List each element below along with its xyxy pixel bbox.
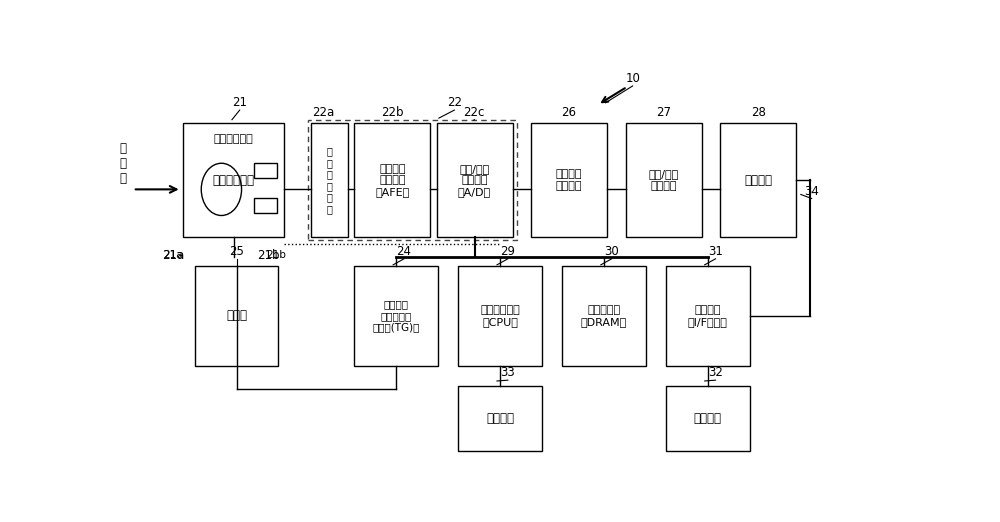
Text: 摄影光学系统: 摄影光学系统 (214, 134, 253, 144)
FancyBboxPatch shape (311, 123, 348, 238)
FancyBboxPatch shape (354, 266, 438, 366)
FancyBboxPatch shape (666, 386, 750, 450)
Text: 数字信号
处理单元: 数字信号 处理单元 (556, 170, 582, 191)
Text: 21b: 21b (266, 250, 286, 260)
Text: 内部存储器
（DRAM）: 内部存储器 （DRAM） (581, 305, 627, 327)
Text: 26: 26 (562, 106, 577, 120)
Text: 21a: 21a (163, 250, 183, 260)
Text: 10: 10 (625, 72, 640, 85)
Text: 显示单元: 显示单元 (744, 174, 772, 187)
FancyBboxPatch shape (458, 386, 542, 450)
Text: 25: 25 (229, 245, 244, 258)
FancyBboxPatch shape (720, 123, 796, 238)
Text: 28: 28 (751, 106, 766, 120)
Text: 记录介质: 记录介质 (694, 412, 722, 425)
Text: 驱动单元
（包括定时
发生器(TG)）: 驱动单元 （包括定时 发生器(TG)） (373, 299, 420, 333)
FancyBboxPatch shape (354, 123, 430, 238)
FancyBboxPatch shape (458, 266, 542, 366)
FancyBboxPatch shape (562, 266, 646, 366)
Text: 入
射
光: 入 射 光 (119, 142, 126, 185)
Text: 压缩/解压
处理单元: 压缩/解压 处理单元 (648, 170, 679, 191)
FancyBboxPatch shape (626, 123, 702, 238)
FancyBboxPatch shape (531, 123, 607, 238)
FancyBboxPatch shape (183, 123, 284, 238)
Text: 29: 29 (500, 245, 515, 258)
Text: 22b: 22b (381, 106, 404, 120)
Text: 介质接口
（I/F）单元: 介质接口 （I/F）单元 (688, 305, 728, 327)
Bar (254, 163, 277, 178)
Text: 闪光灯: 闪光灯 (226, 310, 247, 323)
Text: 摄影光学系统: 摄影光学系统 (212, 174, 254, 187)
Ellipse shape (201, 163, 242, 216)
Text: 30: 30 (604, 245, 619, 258)
Text: 操作单元: 操作单元 (486, 412, 514, 425)
Text: 图
像
捕
获
元
件: 图 像 捕 获 元 件 (327, 146, 333, 214)
Text: 33: 33 (500, 366, 515, 379)
Text: 22a: 22a (312, 106, 335, 120)
Text: 32: 32 (708, 366, 723, 379)
Text: 21a: 21a (162, 249, 184, 262)
Text: 31: 31 (708, 245, 723, 258)
FancyBboxPatch shape (666, 266, 750, 366)
Text: 22: 22 (447, 97, 462, 109)
Text: 模拟/数字
转换单元
（A/D）: 模拟/数字 转换单元 （A/D） (458, 163, 491, 197)
Text: 21b: 21b (257, 249, 280, 262)
Text: 34: 34 (804, 185, 819, 198)
FancyBboxPatch shape (437, 123, 512, 238)
Text: 22c: 22c (463, 106, 484, 120)
Text: 24: 24 (396, 245, 412, 258)
Text: 27: 27 (656, 106, 671, 120)
Text: 系统控制单元
（CPU）: 系统控制单元 （CPU） (480, 305, 520, 327)
Text: 模拟信号
处理单元
（AFE）: 模拟信号 处理单元 （AFE） (375, 163, 410, 197)
Bar (254, 198, 277, 213)
Text: 21: 21 (232, 97, 247, 109)
FancyBboxPatch shape (195, 266, 278, 366)
